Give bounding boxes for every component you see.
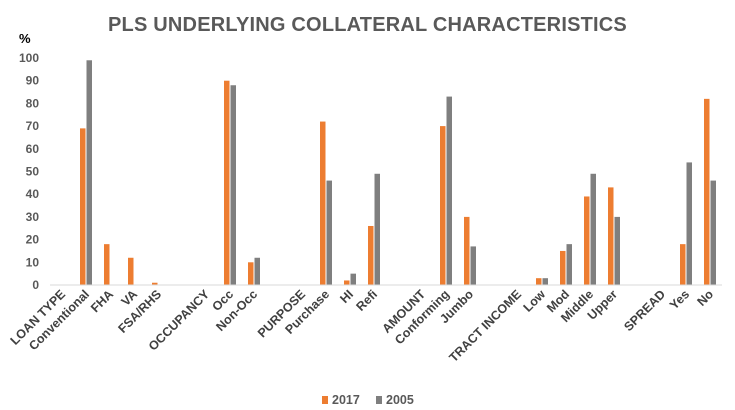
y-tick-label: 80 <box>26 96 40 110</box>
bar-2017 <box>464 216 470 285</box>
category-label: SPREAD <box>621 287 668 334</box>
bar-2017 <box>152 282 158 285</box>
bar-2017 <box>584 196 590 285</box>
y-tick-label: 40 <box>26 187 40 201</box>
bar-2017 <box>128 257 134 285</box>
y-tick-label: 70 <box>26 119 40 133</box>
bar-2017 <box>560 250 566 285</box>
category-label: Low <box>521 287 549 315</box>
y-tick-label: 30 <box>26 210 40 224</box>
bar-2005 <box>686 162 692 285</box>
category-label: FHA <box>88 287 116 315</box>
legend-label: 2005 <box>386 393 414 407</box>
category-label: No <box>694 287 716 309</box>
bar-2005 <box>374 173 380 285</box>
bar-2017 <box>224 80 230 285</box>
bar-2005 <box>230 85 236 286</box>
bar-2017 <box>440 126 446 285</box>
legend-label: 2017 <box>332 393 360 407</box>
bar-2005 <box>470 246 476 285</box>
y-tick-label: 100 <box>19 51 39 65</box>
bar-2005 <box>590 173 596 285</box>
bar-2017 <box>536 278 542 285</box>
y-tick-label: 0 <box>32 278 39 292</box>
bar-2017 <box>608 187 614 285</box>
bar-2005 <box>86 60 92 285</box>
bar-2017 <box>368 225 374 285</box>
y-axis-unit-label: % <box>19 31 31 46</box>
y-tick-label: 90 <box>26 74 40 88</box>
bar-2005 <box>350 273 356 285</box>
bar-2005 <box>614 216 620 285</box>
bar-2005 <box>254 257 260 285</box>
bar-2017 <box>704 98 710 285</box>
chart-title: PLS UNDERLYING COLLATERAL CHARACTERISTIC… <box>108 14 627 36</box>
y-tick-label: 10 <box>26 255 40 269</box>
legend-swatch <box>376 396 382 404</box>
y-tick-label: 60 <box>26 142 40 156</box>
legend: 2017 2005 <box>322 393 414 407</box>
bar-2005 <box>542 278 548 285</box>
bars <box>80 60 716 286</box>
bar-2017 <box>320 121 326 285</box>
bar-2017 <box>104 244 110 285</box>
bar-2005 <box>326 180 332 285</box>
legend-swatch <box>322 396 328 404</box>
bar-2005 <box>446 96 452 285</box>
y-axis-ticks: 0 10 20 30 40 50 60 70 80 90 100 <box>19 51 39 292</box>
bar-2005 <box>710 180 716 285</box>
y-tick-label: 20 <box>26 233 40 247</box>
bar-2005 <box>566 244 572 285</box>
y-tick-label: 50 <box>26 165 40 179</box>
category-label: Yes <box>667 287 692 312</box>
bar-2017 <box>680 244 686 285</box>
category-label: Refi <box>354 287 381 314</box>
bar-2017 <box>248 262 254 285</box>
bar-2017 <box>80 128 86 285</box>
bar-2017 <box>344 280 350 285</box>
